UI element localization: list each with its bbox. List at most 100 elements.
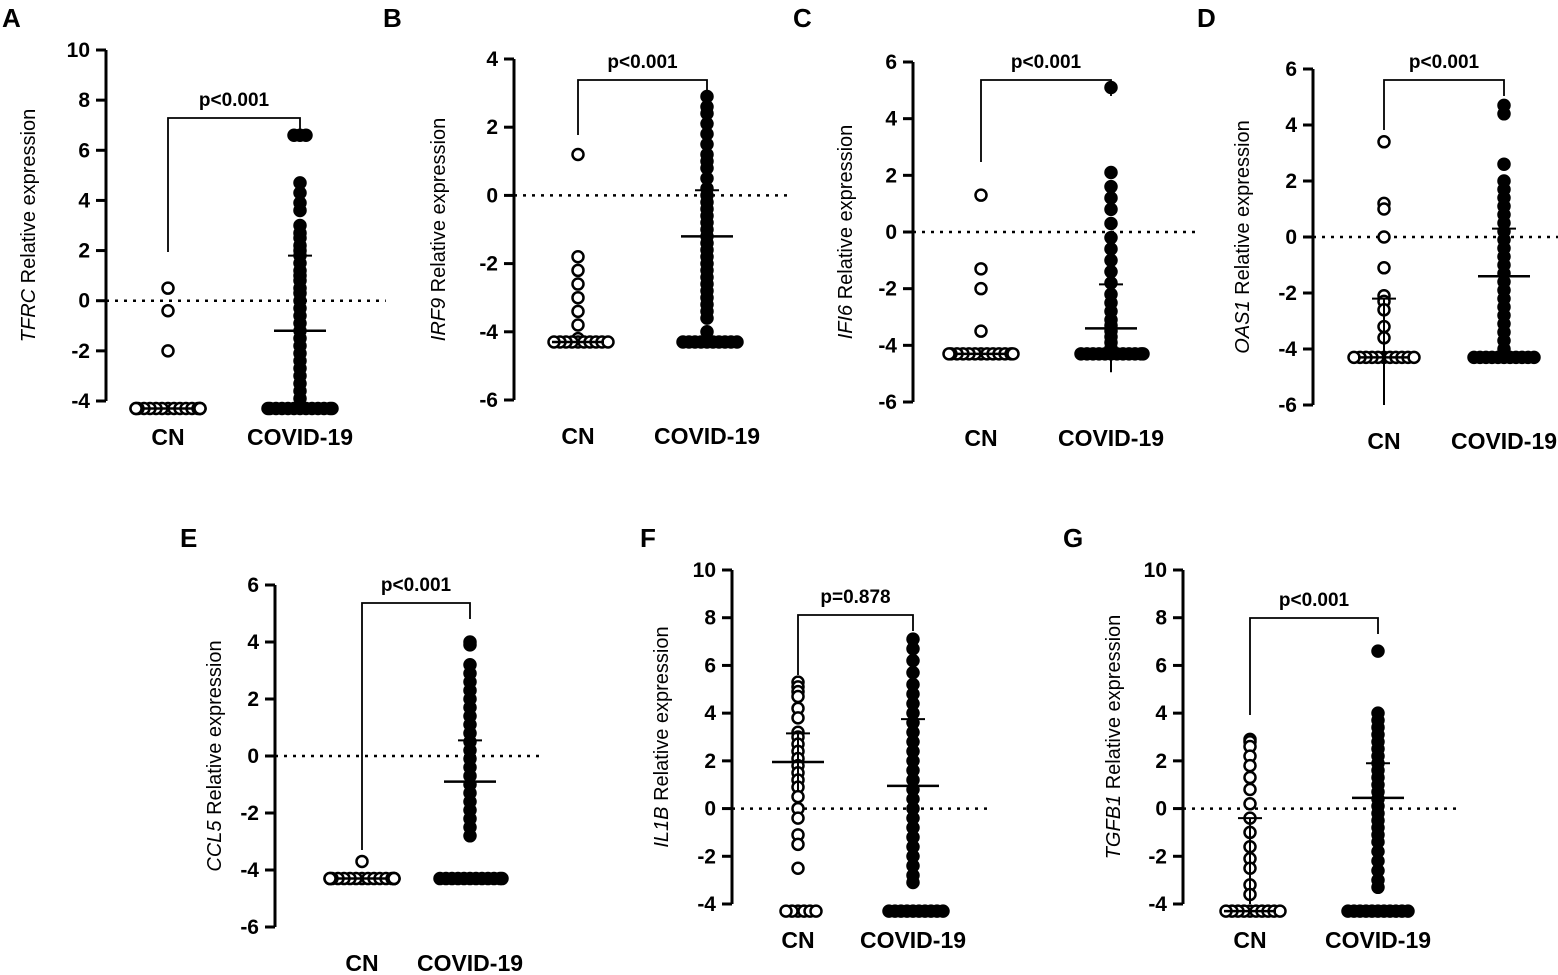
panel-letter: A: [2, 3, 21, 33]
x-category-label: CN: [781, 927, 814, 953]
y-axis-gene-name: IFI6: [835, 304, 857, 339]
y-tick-label: -4: [1278, 338, 1297, 361]
data-point-cn: [161, 344, 175, 358]
data-point-cn: [571, 147, 585, 162]
data-point-cn: [791, 789, 805, 804]
y-tick-label: -2: [240, 802, 259, 825]
x-category-label: CN: [345, 950, 378, 975]
data-point-covid: [1104, 179, 1118, 194]
data-point-cn: [1377, 261, 1391, 275]
data-point-covid: [433, 871, 447, 886]
y-axis-label: CCL5 Relative expression: [204, 640, 226, 871]
data-point-cn: [791, 689, 805, 704]
y-tick-label: 4: [78, 189, 90, 212]
data-point-covid: [1467, 350, 1481, 365]
data-point-cn: [323, 871, 337, 886]
y-tick-label: 4: [486, 48, 498, 71]
y-axis-gene-name: IL1B: [651, 806, 673, 847]
data-point-covid: [1527, 350, 1541, 365]
data-point-covid: [906, 665, 920, 680]
y-tick-label: 8: [78, 89, 90, 112]
data-point-cn: [571, 263, 585, 278]
y-tick-label: -2: [878, 278, 897, 301]
significance-bracket: [797, 614, 914, 675]
y-tick-label: 2: [1285, 170, 1297, 193]
data-point-covid: [676, 335, 690, 349]
y-tick-label: 10: [67, 39, 90, 62]
data-point-covid: [936, 904, 950, 918]
y-tick-label: 4: [1285, 114, 1297, 137]
y-tick-label: 6: [885, 51, 897, 74]
y-tick-label: 0: [247, 745, 259, 768]
data-point-covid: [299, 128, 313, 142]
y-tick-label: -2: [1278, 282, 1297, 305]
y-tick-label: 4: [247, 631, 259, 654]
data-point-covid: [463, 638, 477, 652]
data-point-cn: [791, 811, 805, 825]
data-point-cn: [974, 262, 988, 276]
data-point-cn: [571, 304, 585, 319]
data-point-covid: [325, 401, 339, 416]
y-axis-gene-name: IRF9: [428, 298, 450, 341]
panel-letter: E: [180, 523, 197, 553]
x-category-label: COVID-19: [1058, 425, 1164, 451]
panel-letter: B: [383, 3, 402, 33]
data-point-covid: [1104, 80, 1118, 95]
significance-bracket: [361, 602, 471, 850]
data-point-cn: [1243, 758, 1257, 773]
y-tick-label: -2: [1148, 845, 1167, 868]
y-axis-label: OAS1 Relative expression: [1232, 120, 1254, 353]
x-category-label: COVID-19: [417, 950, 523, 975]
data-point-covid: [293, 203, 307, 218]
data-point-covid: [495, 871, 509, 886]
y-tick-label: 2: [78, 240, 90, 263]
data-point-cn: [1377, 230, 1391, 244]
y-tick-label: 10: [1144, 559, 1167, 582]
data-point-cn: [974, 281, 988, 296]
y-tick-label: 10: [693, 559, 716, 582]
data-point-covid: [906, 653, 920, 668]
data-point-covid: [906, 875, 920, 890]
data-point-covid: [1497, 157, 1511, 171]
panel-e: E -6 -4 -2 0 2 4 6 CN COVID-19 CCL5 Relative expre…: [180, 523, 541, 975]
panel-letter: D: [1197, 3, 1216, 33]
x-category-label: CN: [1367, 428, 1400, 454]
y-axis-gene-name: CCL5: [204, 820, 226, 872]
data-point-cn: [355, 854, 369, 869]
panel-d: D -6 -4 -2 0 2 4 6 CN COVID-19 OAS1 Relative expre…: [1197, 3, 1558, 454]
y-tick-label: -4: [240, 859, 259, 882]
data-point-cn: [129, 401, 143, 416]
panel-letter: C: [793, 3, 812, 33]
y-tick-label: 4: [704, 702, 716, 725]
panel-letter: F: [640, 523, 656, 553]
data-point-covid: [1104, 264, 1118, 279]
y-axis-gene-name: TGFB1: [1103, 795, 1125, 859]
y-tick-label: -6: [878, 391, 897, 414]
panel-f: F -4 -2 0 2 4 6 8 10 CN COVID-19 IL1B Relative expr…: [640, 523, 988, 953]
data-point-cn: [791, 837, 805, 852]
p-value-label: p<0.001: [1409, 52, 1480, 73]
data-point-covid: [1341, 904, 1355, 918]
data-point-covid: [1401, 904, 1415, 918]
x-category-label: CN: [151, 424, 184, 450]
data-point-covid: [463, 829, 477, 843]
data-point-covid: [1371, 880, 1385, 895]
x-category-label: COVID-19: [1325, 927, 1431, 953]
data-point-cn: [571, 277, 585, 291]
y-axis-label: TFRC Relative expression: [18, 109, 40, 342]
y-axis-label-text: Relative expression: [651, 626, 673, 806]
y-tick-label: 2: [704, 750, 716, 773]
data-point-cn: [974, 324, 988, 338]
y-tick-label: 8: [704, 607, 716, 630]
data-point-cn: [779, 904, 793, 918]
significance-bracket: [1383, 79, 1505, 130]
y-tick-label: 0: [78, 290, 90, 313]
data-point-cn: [601, 335, 615, 349]
y-tick-label: -4: [697, 893, 716, 916]
panel-letter: G: [1063, 523, 1083, 553]
y-axis-label: IRF9 Relative expression: [428, 118, 450, 341]
p-value-label: p<0.001: [607, 52, 678, 73]
significance-bracket: [167, 117, 301, 252]
y-axis-label-text: Relative expression: [18, 109, 40, 289]
